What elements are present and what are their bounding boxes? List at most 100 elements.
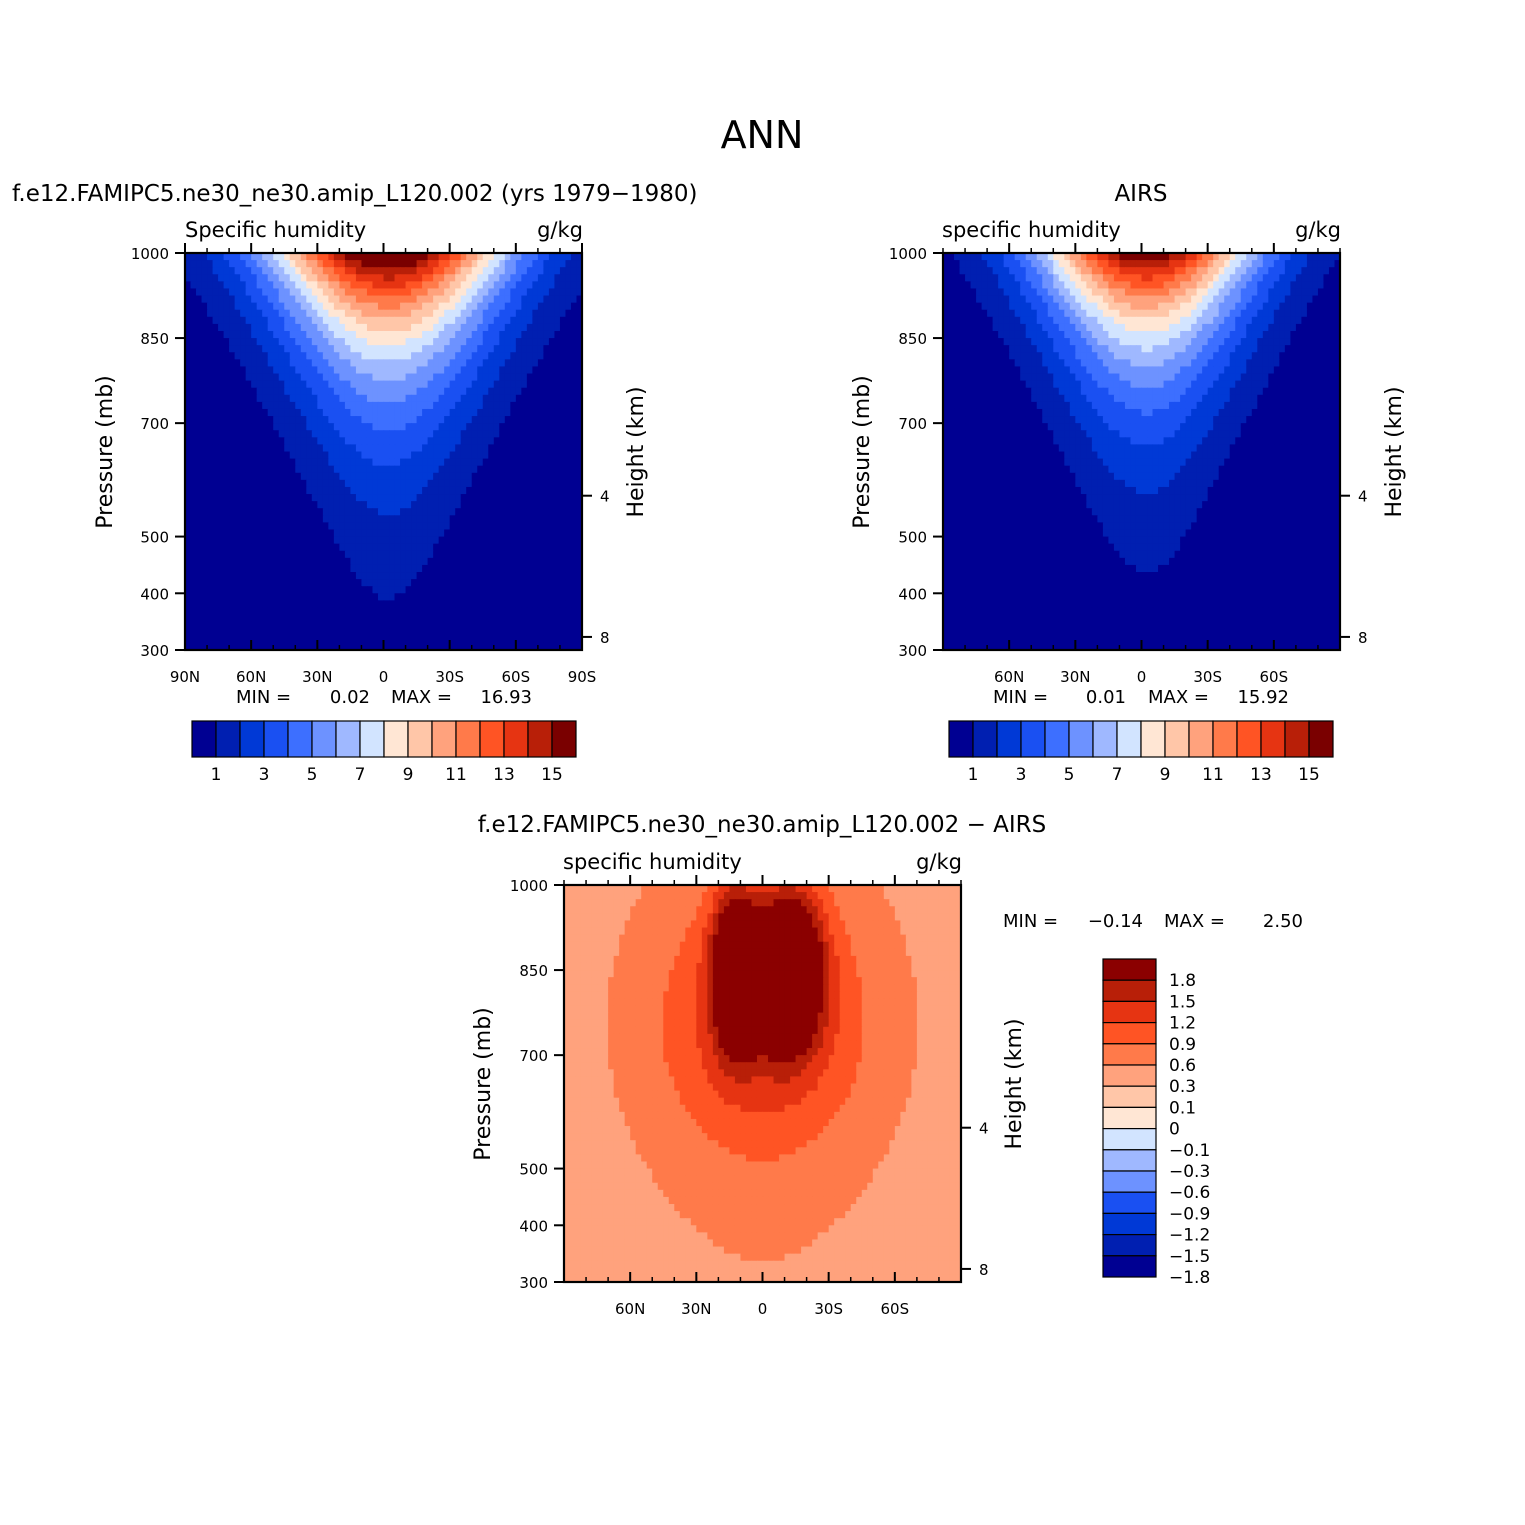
panel1-left-label: Specific humidity (185, 218, 366, 242)
contour-cell (526, 430, 533, 438)
contour-cell (460, 550, 467, 559)
contour-cell (981, 330, 988, 339)
contour-cell (433, 394, 440, 403)
contour-cell (389, 380, 396, 389)
contour-cell (411, 586, 418, 594)
contour-cell (344, 323, 352, 332)
contour-cell (466, 536, 473, 545)
contour-cell (427, 274, 434, 282)
contour-cell (311, 288, 318, 297)
contour-cell (449, 543, 456, 552)
contour-cell (300, 430, 307, 438)
contour-cell (537, 444, 544, 453)
contour-cell (185, 330, 192, 339)
contour-cell (284, 260, 291, 268)
contour-cell (1224, 295, 1231, 304)
contour-cell (207, 274, 214, 282)
contour-cell (477, 330, 484, 339)
contour-cell (1080, 288, 1087, 297)
contour-cell (245, 515, 252, 523)
contour-cell (328, 550, 335, 559)
contour-cell (377, 536, 385, 545)
contour-cell (548, 557, 556, 566)
contour-cell (521, 323, 528, 332)
contour-cell (1334, 288, 1341, 297)
contour-cell (466, 508, 473, 516)
contour-cell (1213, 253, 1220, 261)
contour-cell (389, 295, 396, 304)
contour-cell (499, 437, 506, 446)
contour-cell (510, 309, 517, 318)
contour-cell (1279, 302, 1286, 311)
contour-cell (190, 635, 197, 644)
contour-cell (322, 416, 329, 424)
contour-cell (1202, 323, 1209, 332)
contour-cell (322, 323, 329, 332)
panel1-min-value: 0.02 (330, 687, 370, 708)
contour-cell (1312, 281, 1319, 290)
contour-cell (1257, 302, 1264, 311)
contour-cell (959, 253, 966, 261)
contour-cell (256, 274, 263, 282)
contour-cell (400, 635, 407, 644)
contour-cell (559, 394, 567, 403)
contour-cell (416, 260, 423, 268)
contour-cell (311, 451, 318, 460)
contour-cell (240, 323, 247, 332)
contour-cell (987, 281, 994, 290)
contour-cell (273, 352, 280, 360)
contour-cell (383, 600, 390, 609)
contour-cell (185, 458, 192, 467)
contour-cell (532, 394, 539, 403)
contour-cell (1229, 274, 1236, 282)
contour-cell (554, 260, 561, 268)
contour-cell (444, 614, 451, 623)
contour-cell (1317, 288, 1325, 297)
contour-cell (504, 380, 511, 389)
contour-cell (466, 451, 473, 460)
contour-cell (229, 423, 236, 431)
contour-cell (245, 614, 252, 623)
contour-cell (372, 472, 379, 481)
contour-cell (201, 437, 208, 446)
contour-cell (1113, 295, 1121, 304)
contour-cell (339, 501, 346, 509)
contour-cell (1196, 295, 1203, 304)
contour-cell (504, 501, 511, 509)
contour-cell (218, 465, 225, 474)
contour-cell (565, 338, 572, 346)
contour-cell (554, 408, 561, 417)
contour-cell (207, 380, 214, 389)
contour-cell (444, 352, 451, 360)
panel3-min-label: MIN = (1003, 911, 1058, 932)
contour-cell (416, 401, 423, 410)
contour-cell (267, 352, 274, 360)
contour-cell (251, 600, 258, 609)
contour-cell (1031, 260, 1038, 268)
contour-cell (1224, 323, 1231, 332)
contour-cell (383, 380, 390, 389)
contour-cell (1207, 323, 1214, 332)
contour-cell (350, 628, 357, 637)
contour-cell (339, 430, 346, 438)
contour-cell (350, 579, 357, 587)
contour-cell (333, 338, 340, 346)
contour-cell (548, 586, 556, 594)
contour-cell (212, 345, 219, 353)
contour-cell (471, 408, 478, 417)
contour-cell (477, 550, 484, 559)
contour-cell (455, 607, 462, 616)
contour-cell (411, 302, 418, 311)
contour-cell (416, 451, 423, 460)
contour-cell (245, 536, 252, 545)
contour-cell (460, 253, 467, 261)
contour-cell (532, 508, 539, 516)
contour-cell (350, 253, 357, 261)
contour-cell (361, 416, 368, 424)
contour-cell (1080, 260, 1087, 268)
contour-cell (344, 281, 352, 290)
contour-cell (422, 380, 429, 389)
contour-cell (306, 458, 313, 467)
contour-cell (477, 635, 484, 644)
contour-cell (361, 309, 368, 318)
